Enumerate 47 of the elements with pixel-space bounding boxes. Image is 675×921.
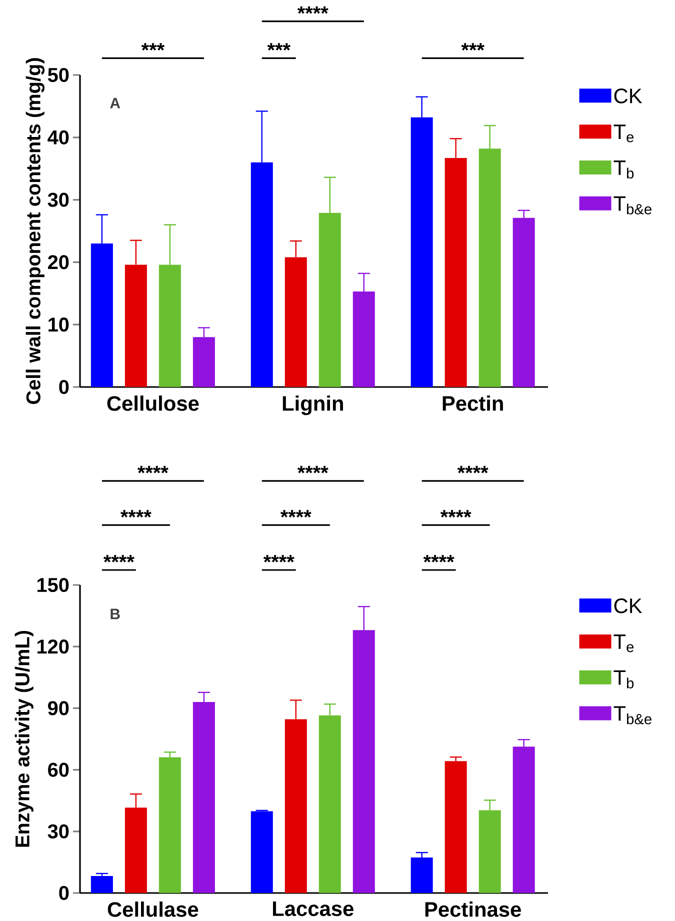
y-axis-title: Enzyme activity (U/mL) — [14, 630, 34, 847]
annotation: A — [110, 98, 120, 108]
x-tick-label: Pectinase — [425, 902, 521, 917]
x-tick-label: Lignin — [282, 396, 343, 416]
y-tick-label: 10 — [48, 318, 69, 332]
y-tick-label: 0 — [59, 380, 69, 394]
text: **** — [423, 555, 454, 562]
legend-label: T$_{b&e}$ — [614, 706, 652, 724]
text: **** — [137, 466, 168, 474]
legend-label: CK — [614, 598, 642, 614]
text: **** — [120, 510, 152, 518]
text: **** — [440, 510, 472, 518]
x-tick-label: Laccase — [272, 902, 354, 916]
x-tick-label: Cellulose — [107, 396, 199, 411]
bar — [410, 857, 433, 893]
y-axis-title: Cell wall component contents (mg/g) — [26, 58, 44, 404]
x-tick-label: Pectin — [442, 396, 503, 411]
text: *** — [267, 43, 290, 51]
legend-label: T$_{b&e}$ — [614, 196, 652, 214]
y-tick-label: 0 — [59, 886, 69, 900]
legend-label: T$_{e}$ — [614, 124, 634, 142]
y-tick-label: 50 — [48, 68, 69, 82]
bar — [444, 761, 467, 893]
x-tick-label: Cellulase — [108, 902, 198, 917]
y-tick-label: 30 — [48, 192, 69, 207]
text: **** — [263, 555, 294, 562]
y-tick-label: 20 — [48, 255, 69, 270]
text: **** — [457, 466, 488, 474]
annotation: B — [110, 608, 120, 620]
legend-label: T$_{b}$ — [614, 160, 634, 179]
y-tick-label: 150 — [37, 578, 69, 592]
y-tick-label: 120 — [37, 640, 69, 654]
text: **** — [297, 466, 328, 474]
text: **** — [297, 6, 328, 14]
text: *** — [141, 43, 165, 51]
legend-label: CK — [614, 88, 642, 104]
legend-label: T$_{b}$ — [614, 670, 634, 688]
bar — [90, 876, 113, 893]
text: *** — [461, 43, 484, 51]
y-tick-label: 90 — [48, 701, 69, 716]
text: **** — [280, 510, 312, 518]
y-tick-label: 40 — [48, 130, 69, 144]
legend-label: T$_{e}$ — [614, 634, 634, 652]
y-tick-label: 30 — [48, 824, 69, 838]
bar — [250, 811, 273, 893]
text: **** — [103, 555, 134, 562]
y-tick-label: 60 — [48, 762, 69, 777]
